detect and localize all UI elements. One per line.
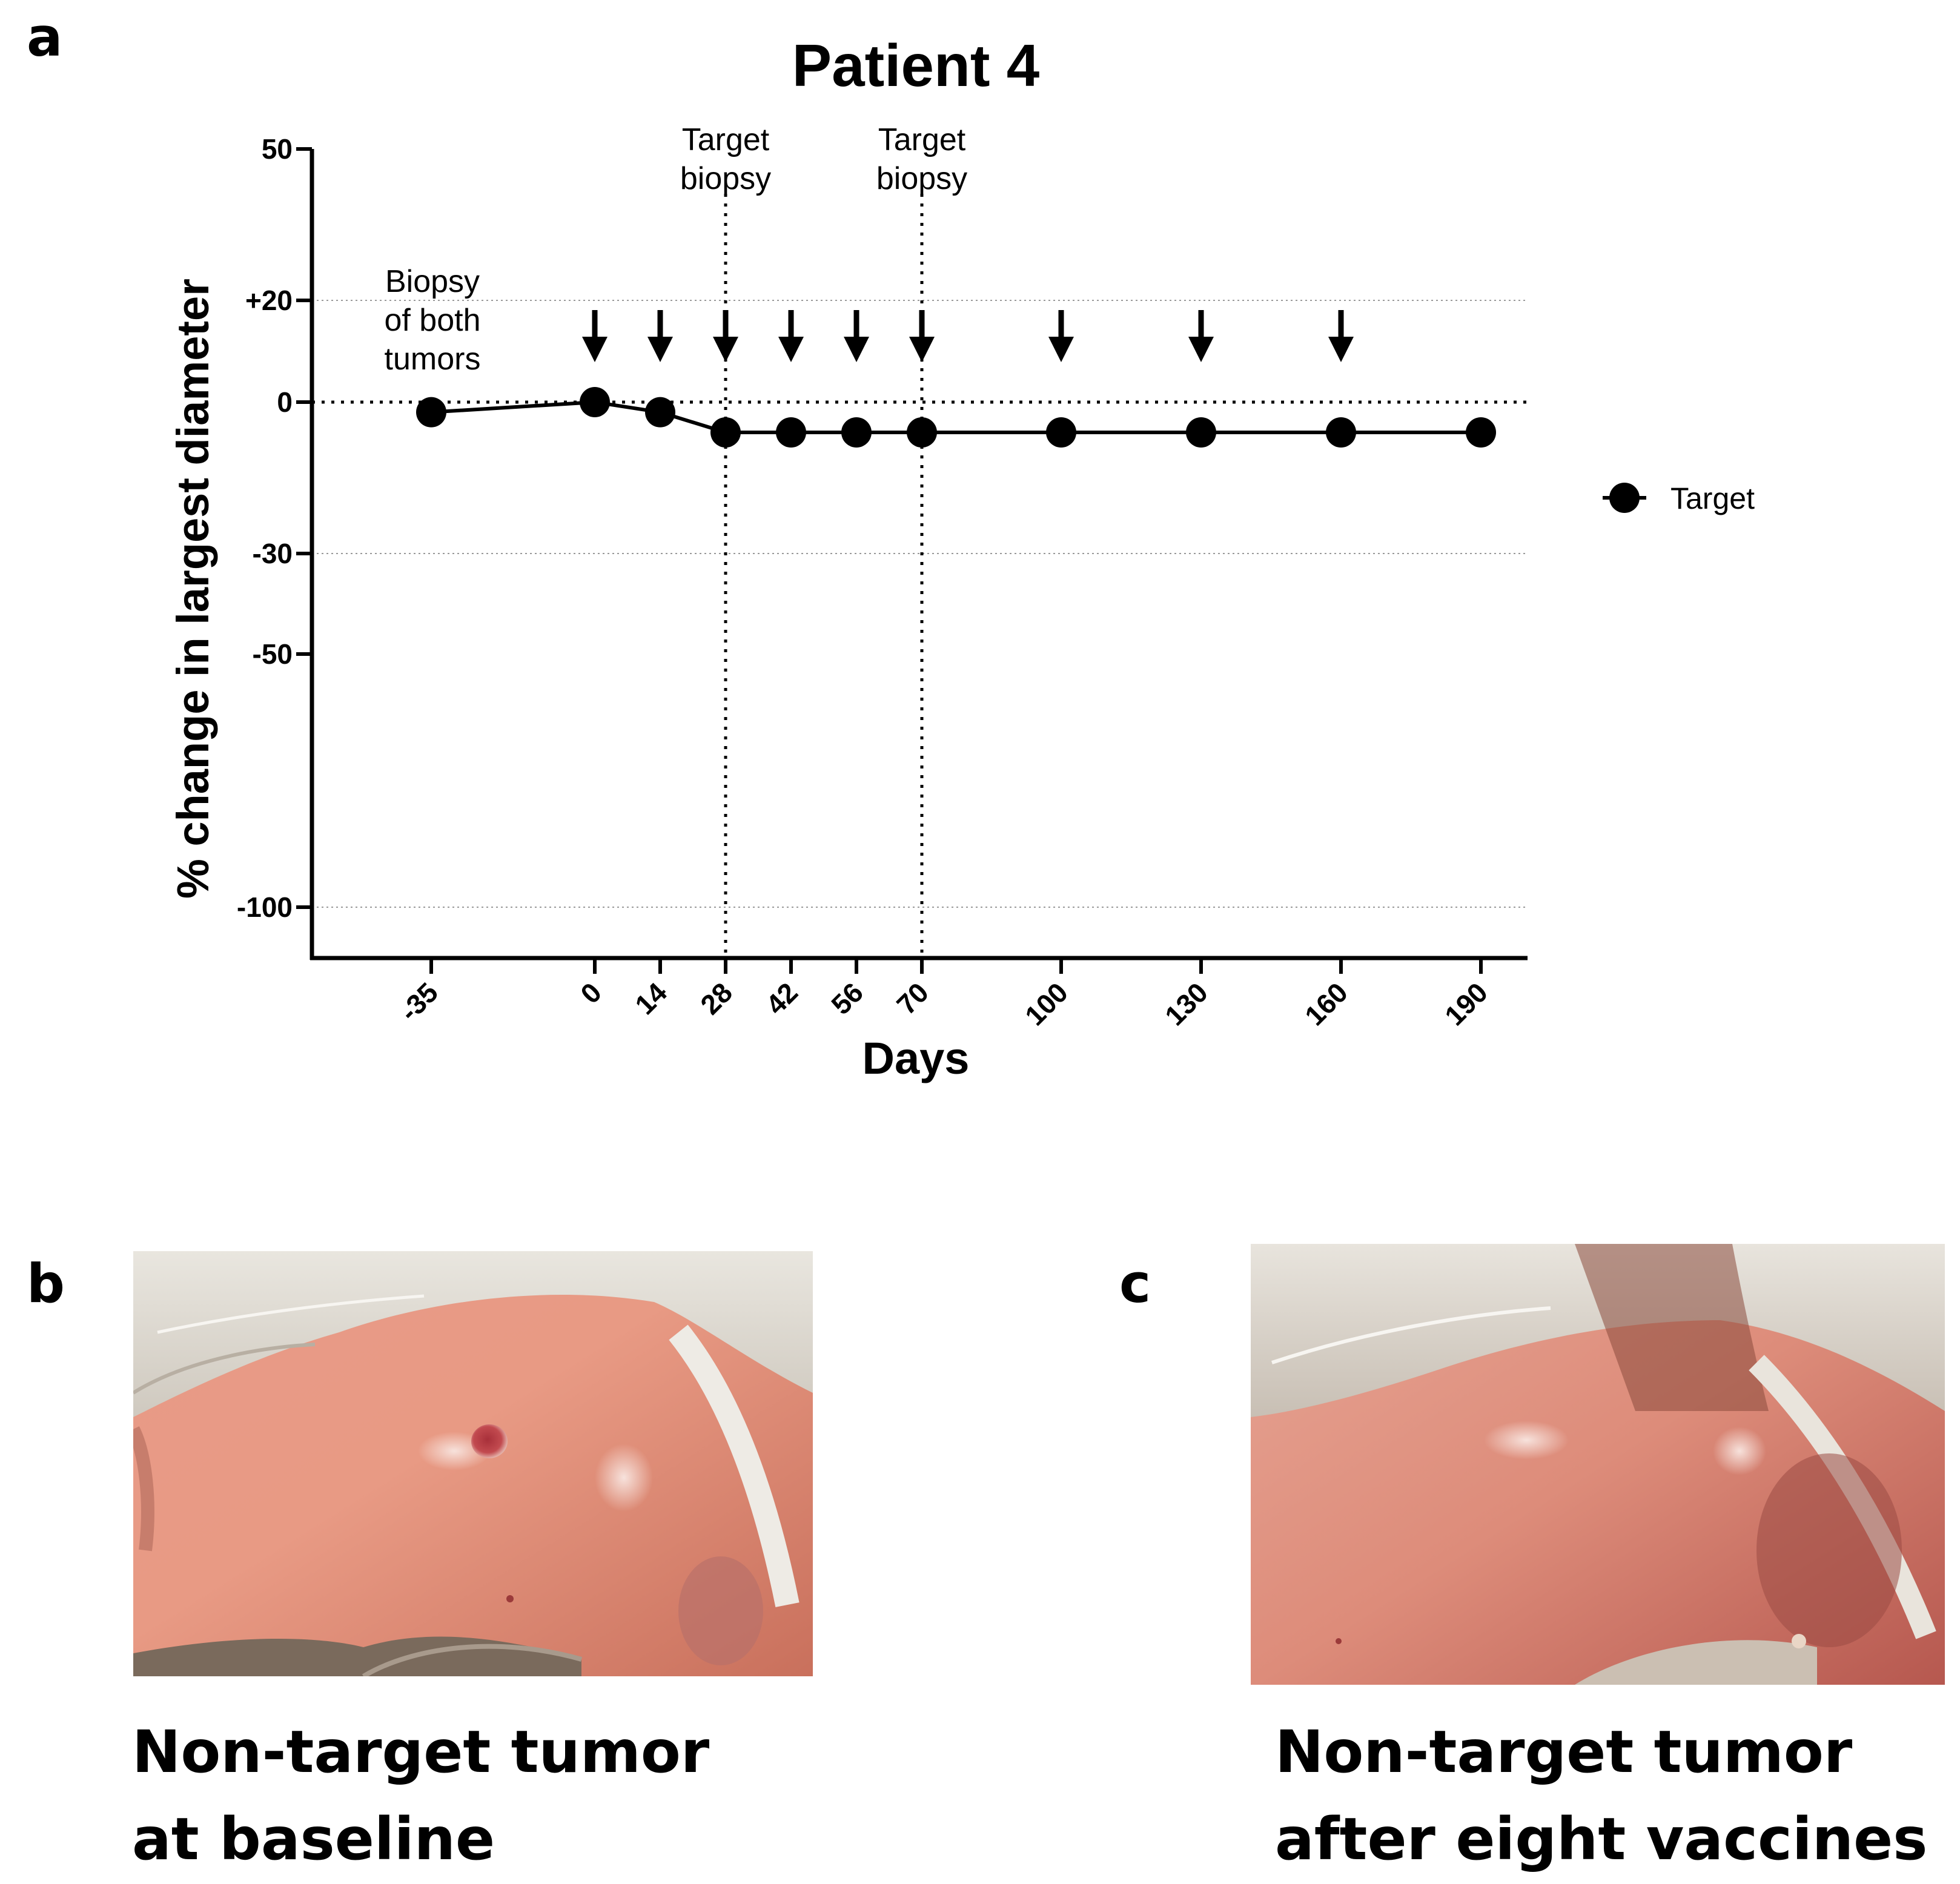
data-point [1326,417,1356,448]
target-biopsy-label: Target [878,122,966,157]
vaccine-arrowhead [1048,337,1074,362]
y-tick-label: -100 [237,891,293,923]
x-tick-label: 28 [694,976,738,1020]
vaccine-arrowhead [844,337,869,362]
target-biopsy-label: biopsy [680,161,771,196]
y-tick-label: 50 [262,133,293,165]
x-tick-label: 160 [1299,976,1354,1031]
data-point [1186,417,1216,448]
y-tick-label: -30 [253,538,293,569]
vaccine-arrowhead [582,337,608,362]
y-ticks: 50 +20 0 -30 -50 -100 [237,133,312,923]
data-point [580,387,610,417]
caption-b-line1: Non-target tumor [132,1718,710,1786]
x-tick-label: 14 [629,976,673,1020]
biopsy-annotation: Biopsy [385,264,480,299]
legend-label: Target [1670,481,1755,515]
x-tick-label: 56 [825,976,869,1020]
caption-c-line1: Non-target tumor [1275,1718,1853,1786]
data-point [645,397,675,428]
x-tick-label: 100 [1019,976,1074,1031]
data-point [907,417,937,448]
axes [310,149,1528,960]
x-tick-label: 130 [1159,976,1214,1031]
x-tick-label: 42 [760,976,804,1020]
vaccine-arrowhead [713,337,738,362]
vaccine-arrowhead [909,337,935,362]
data-point [776,417,806,448]
vaccine-arrowhead [1188,337,1214,362]
target-biopsy-label: Target [682,122,770,157]
vaccine-arrows [582,310,1354,362]
photo-baseline [133,1251,813,1676]
y-tick-label: +20 [245,285,293,316]
panel-label-c: c [1119,1252,1151,1315]
y-axis-label: % change in largest diameter [168,279,218,899]
vaccine-arrowhead [1328,337,1354,362]
caption-b-line2: at baseline [132,1805,495,1873]
x-tick-label: 0 [574,976,608,1010]
biopsy-annotation: tumors [385,342,481,377]
legend-marker [1609,483,1640,513]
series-target [416,387,1496,448]
chart-title: Patient 4 [792,32,1039,99]
x-ticks: -35 0 14 28 42 56 70 100 130 160 190 [393,958,1494,1031]
vertical-marker-lines [724,194,924,958]
data-point [710,417,741,448]
x-tick-label: 190 [1439,976,1494,1031]
x-tick-label: 70 [890,976,935,1020]
panel-label-b: b [27,1252,65,1315]
y-tick-label: 0 [277,386,293,418]
annotations: Target biopsy Target biopsy Biopsy of both tum… [384,122,967,377]
y-tick-label: -50 [253,638,293,670]
data-point [1046,417,1076,448]
data-point [416,397,446,428]
vaccine-arrowhead [647,337,673,362]
legend: Target [1603,481,1755,515]
photo-after-vaccines [1251,1244,1945,1685]
biopsy-annotation: of both [384,303,480,338]
x-axis-label: Days [862,1033,970,1083]
data-point [841,417,872,448]
data-point [1466,417,1496,448]
gridlines [312,300,1528,908]
panel-label-a: a [27,6,62,68]
vaccine-arrowhead [778,337,804,362]
target-biopsy-label: biopsy [876,161,967,196]
x-tick-label: -35 [393,976,444,1027]
caption-c-line2: after eight vaccines [1275,1805,1927,1873]
